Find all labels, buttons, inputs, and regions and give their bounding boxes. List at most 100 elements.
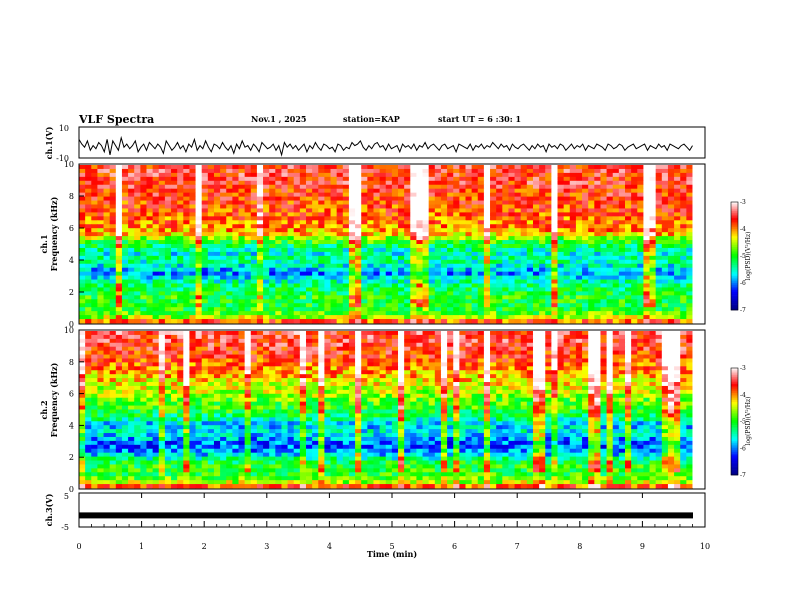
spectrogram-cell — [520, 180, 528, 186]
spectrogram-cell — [128, 358, 135, 363]
spectrogram-cell — [490, 188, 497, 194]
spectrogram-cell — [588, 334, 595, 340]
spectrogram-cell — [342, 354, 350, 359]
spectrogram-cell — [152, 307, 160, 312]
spectrogram-cell — [557, 295, 565, 300]
spectrogram-cell — [434, 299, 442, 304]
spectrogram-cell — [189, 287, 196, 292]
spectrogram-cell — [618, 220, 626, 225]
spectrogram-cell — [367, 188, 374, 194]
spectrogram-cell — [171, 334, 178, 340]
spectrogram-cell — [220, 311, 227, 316]
spectrogram-cell — [625, 196, 632, 201]
spectrogram-cell — [287, 172, 295, 178]
spectrogram-cell — [410, 188, 417, 194]
spectrogram-cell — [563, 283, 571, 288]
spectrogram-cell — [582, 188, 589, 194]
spectrogram-cell — [440, 307, 448, 312]
spectrogram-cell — [575, 319, 583, 324]
spectrogram-cell — [263, 263, 270, 269]
spectrogram-cell — [667, 228, 675, 233]
spectrogram-cell — [213, 331, 221, 336]
spectrogram-cell — [588, 267, 595, 273]
spectrogram-cell — [91, 208, 98, 213]
spectrogram-cell — [391, 244, 399, 249]
spectrogram-cell — [477, 315, 485, 320]
spectrogram-cell — [189, 220, 196, 225]
spectrogram-cell — [140, 275, 147, 280]
spectrogram-cell — [103, 176, 111, 182]
spectrogram-cell — [526, 188, 534, 194]
spectrogram-cell — [336, 208, 344, 213]
spectrogram-cell — [453, 263, 460, 269]
spectrogram-cell — [588, 244, 595, 249]
spectrogram-cell — [79, 251, 86, 257]
spectrogram-cell — [79, 165, 86, 170]
spectrogram-cell — [287, 196, 295, 201]
spectrogram-cell — [410, 358, 417, 363]
spectrogram-cell — [189, 255, 196, 261]
spectrogram-cell — [226, 299, 233, 304]
spectrogram-cell — [189, 228, 196, 233]
spectrogram-cell — [318, 350, 325, 355]
spectrogram-cell — [490, 255, 497, 261]
spectrogram-cell — [336, 346, 344, 352]
spectrogram-cell — [477, 208, 485, 213]
spectrogram-cell — [502, 354, 509, 359]
spectrogram-cell — [287, 342, 295, 348]
spectrogram-cell — [121, 176, 129, 182]
spectrogram-cell — [232, 172, 239, 178]
spectrogram-cell — [674, 176, 681, 182]
spectrogram-cell — [158, 172, 166, 178]
spectrogram-cell — [674, 303, 681, 308]
spectrogram-cell — [140, 224, 147, 229]
spectrogram-cell — [238, 342, 246, 348]
spectrogram-cell — [600, 255, 607, 261]
spectrogram-cell — [465, 220, 473, 225]
spectrogram-cell — [312, 303, 319, 308]
spectrogram-cell — [569, 354, 577, 359]
spectrogram-cell — [299, 315, 307, 320]
spectrogram-cell — [287, 358, 295, 363]
spectrogram-cell — [385, 342, 393, 348]
spectrogram-cell — [471, 354, 479, 359]
spectrogram-cell — [674, 354, 681, 359]
spectrogram-cell — [453, 188, 460, 194]
spectrogram-cell — [263, 204, 270, 209]
spectrogram-cell — [367, 319, 374, 324]
spectrogram-cell — [305, 350, 313, 355]
spectrogram-cell — [250, 236, 258, 241]
spectrogram-cell — [355, 200, 362, 205]
spectrogram-cell — [244, 180, 252, 186]
spectrogram-cell — [453, 303, 460, 308]
spectrogram-cell — [91, 212, 98, 217]
spectrogram-cell — [379, 240, 387, 245]
spectrogram-cell — [91, 232, 98, 237]
spectrogram-cell — [606, 291, 614, 296]
spectrogram-cell — [404, 180, 411, 186]
spectrogram-cell — [453, 168, 460, 174]
spectrogram-cell — [367, 283, 374, 288]
spectrogram-cell — [177, 295, 184, 300]
spectrogram-cell — [569, 208, 577, 213]
spectrogram-cell — [661, 319, 669, 324]
spectrogram-cell — [588, 319, 595, 324]
spectrogram-cell — [263, 216, 270, 221]
spectrogram-cell — [631, 291, 638, 296]
spectrogram-cell — [453, 251, 460, 257]
ch1-waveform-frame — [78, 126, 706, 159]
spectrogram-cell — [643, 311, 650, 316]
spectrogram-cell — [557, 251, 565, 257]
spectrogram-cell — [128, 334, 135, 340]
spectrogram-cell — [293, 165, 301, 170]
spectrogram-cell — [355, 350, 362, 355]
spectrogram-cell — [686, 354, 693, 359]
spectrogram-cell — [575, 358, 583, 363]
spectrogram-cell — [490, 354, 497, 359]
spectrogram-cell — [594, 299, 601, 304]
spectrogram-cell — [551, 196, 558, 201]
spectrogram-cell — [220, 240, 227, 245]
spectrogram-cell — [324, 168, 331, 174]
spectrogram-cell — [263, 362, 270, 367]
spectrogram-cell — [434, 228, 442, 233]
